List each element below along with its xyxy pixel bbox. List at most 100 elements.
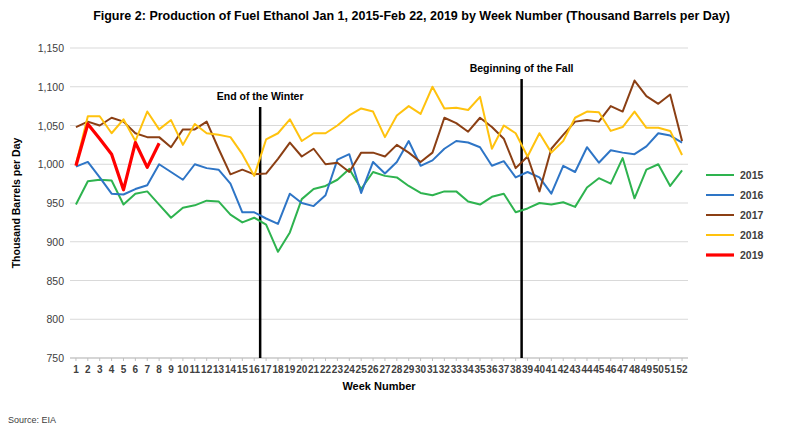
y-tick-label: 1,150: [38, 42, 64, 54]
y-axis-title: Thousand Barrels per Day: [10, 137, 22, 268]
x-tick-label: 42: [558, 364, 570, 375]
x-tick: [230, 358, 231, 361]
x-tick-label: 40: [534, 364, 546, 375]
x-tick-label: 16: [249, 364, 261, 375]
x-tick-label: 11: [189, 364, 200, 375]
legend-swatch: [706, 253, 734, 256]
series-line: [76, 87, 682, 176]
grid-line: [70, 48, 688, 49]
y-tick-label: 750: [46, 352, 64, 364]
x-tick-label: 31: [427, 364, 439, 375]
x-tick-label: 30: [415, 364, 427, 375]
x-tick-label: 29: [403, 364, 415, 375]
x-tick: [313, 358, 314, 361]
legend-label: 2016: [740, 189, 764, 201]
x-tick-label: 52: [676, 364, 688, 375]
x-tick: [503, 358, 504, 361]
x-tick: [682, 358, 683, 361]
x-tick: [408, 358, 409, 361]
x-tick-label: 13: [213, 364, 225, 375]
x-tick: [361, 358, 362, 361]
x-tick-label: 15: [237, 364, 249, 375]
grid-line: [70, 358, 688, 359]
grid-line: [70, 319, 688, 320]
x-tick: [373, 358, 374, 361]
x-tick-label: 14: [225, 364, 237, 375]
x-tick-label: 33: [451, 364, 463, 375]
x-tick-label: 3: [97, 364, 103, 375]
x-tick: [75, 358, 76, 361]
x-tick-label: 5: [121, 364, 127, 375]
title: Figure 2: Production of Fuel Ethanol Jan…: [93, 9, 730, 23]
y-tick-label: 950: [46, 197, 64, 209]
x-tick-label: 32: [439, 364, 451, 375]
x-tick: [396, 358, 397, 361]
y-tick-label: 850: [46, 275, 64, 287]
x-tick: [123, 358, 124, 361]
grid-line: [70, 241, 688, 242]
y-tick-label: 1,050: [38, 120, 64, 132]
grid-line: [70, 86, 688, 87]
x-tick: [384, 358, 385, 361]
background: [0, 0, 793, 431]
x-tick-label: 25: [356, 364, 368, 375]
annotation-label: End of the Winter: [217, 90, 304, 102]
x-tick: [646, 358, 647, 361]
series-group: [76, 81, 682, 252]
series-line: [76, 81, 682, 192]
y-tick-label: 800: [46, 313, 64, 325]
x-tick: [182, 358, 183, 361]
grid-line: [70, 164, 688, 165]
x-tick-label: 10: [177, 364, 189, 375]
x-tick: [539, 358, 540, 361]
x-tick-label: 1: [73, 364, 79, 375]
x-tick: [266, 358, 267, 361]
x-tick: [171, 358, 172, 361]
x-tick: [135, 358, 136, 361]
x-tick: [551, 358, 552, 361]
x-axis-title: Week Number: [342, 380, 416, 392]
x-tick-label: 39: [522, 364, 534, 375]
x-tick-label: 6: [133, 364, 139, 375]
x-tick-label: 23: [332, 364, 344, 375]
x-tick-label: 44: [581, 364, 593, 375]
x-tick-label: 46: [605, 364, 617, 375]
legend-swatch: [706, 174, 734, 176]
x-tick-label: 51: [665, 364, 677, 375]
x-tick-label: 12: [201, 364, 213, 375]
x-tick-label: 27: [379, 364, 391, 375]
y-tick-label: 1,100: [38, 81, 64, 93]
grid-line: [70, 203, 688, 204]
x-tick: [527, 358, 528, 361]
x-tick-label: 35: [474, 364, 486, 375]
x-tick: [87, 358, 88, 361]
x-tick: [337, 358, 338, 361]
x-tick: [206, 358, 207, 361]
x-tick-label: 9: [168, 364, 174, 375]
x-tick-label: 48: [629, 364, 641, 375]
y-tick-label: 1,000: [38, 158, 64, 170]
x-tick: [111, 358, 112, 361]
x-tick: [277, 358, 278, 361]
x-tick: [468, 358, 469, 361]
x-tick-label: 38: [510, 364, 522, 375]
x-tick: [598, 358, 599, 361]
legend-label: 2017: [740, 209, 764, 221]
x-tick-label: 18: [272, 364, 284, 375]
x-tick: [147, 358, 148, 361]
series-line: [76, 158, 682, 252]
legend-swatch: [706, 234, 734, 236]
x-tick: [610, 358, 611, 361]
x-tick: [289, 358, 290, 361]
x-tick-label: 37: [498, 364, 510, 375]
x-tick: [420, 358, 421, 361]
x-tick-label: 41: [546, 364, 558, 375]
x-tick-label: 4: [109, 364, 115, 375]
x-tick-label: 50: [653, 364, 665, 375]
y-tick-label: 900: [46, 236, 64, 248]
x-tick: [301, 358, 302, 361]
x-tick: [99, 358, 100, 361]
x-tick: [563, 358, 564, 361]
x-tick-label: 22: [320, 364, 332, 375]
x-tick-label: 49: [641, 364, 653, 375]
